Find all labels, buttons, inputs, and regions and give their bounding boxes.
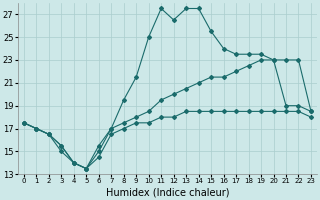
X-axis label: Humidex (Indice chaleur): Humidex (Indice chaleur) [106,187,229,197]
